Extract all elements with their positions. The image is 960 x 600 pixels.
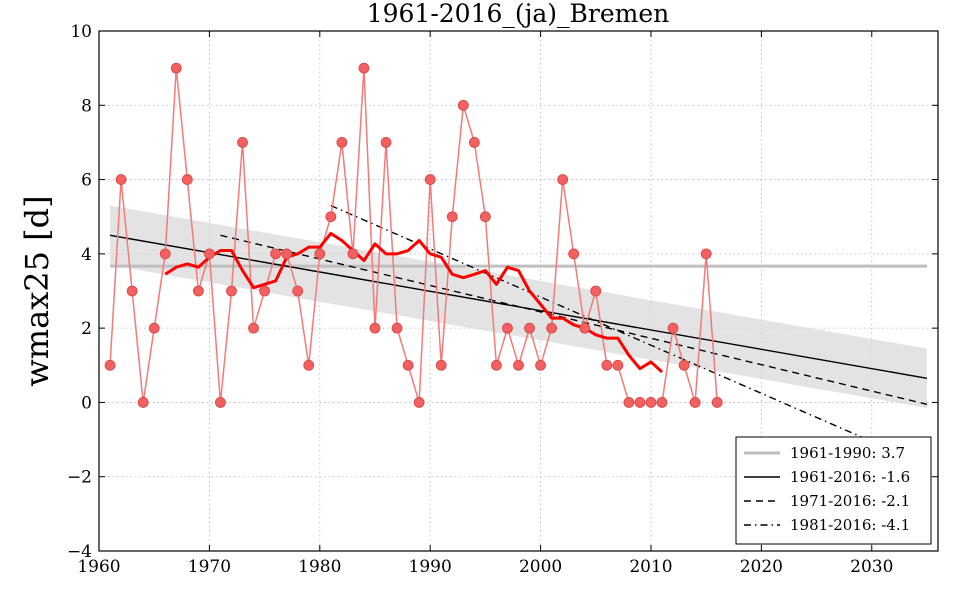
observation-point [579,322,591,334]
observation-point [413,397,425,408]
observation-point [259,285,270,297]
observation-point [402,359,414,371]
observation-point [347,248,359,260]
observation-point [170,62,182,74]
observation-point [126,285,138,297]
observation-point [479,211,491,223]
y-tick-label: 2 [81,319,92,339]
observation-point [601,359,613,371]
trend-line-dashdot [330,204,928,467]
x-tick-label: 1990 [409,557,452,577]
observation-point [358,62,370,74]
observation-point [711,397,723,408]
observation-point [226,285,237,297]
observation-point [491,359,502,371]
observation-point [435,359,447,371]
observation-point [612,359,624,371]
legend-label: 1961-1990: 3.7 [790,444,905,462]
y-tick-label: 10 [70,22,92,42]
observation-point [457,99,469,111]
y-tick-label: 0 [81,393,92,413]
legend: 1961-1990: 3.7 1961-2016: -1.6 1971-2016: … [735,436,932,545]
observation-point [380,137,392,148]
observation-point [303,359,315,371]
axes-ticks: 1960 1970 1980 1990 2000 2010 2020 2030 −4 −2 0 2 4 6… [67,22,938,577]
observation-point [391,322,403,334]
observation-point [115,174,127,185]
observation-point [215,397,226,408]
observation-point [524,322,535,334]
observation-point [590,285,602,297]
observation-point [667,322,679,334]
observation-point [634,397,646,408]
observation-point [336,137,348,148]
legend-label: 1971-2016: -2.1 [790,492,910,510]
observation-point [645,397,657,408]
observation-point [292,285,304,297]
legend-box [735,436,932,545]
x-tick-label: 1970 [188,557,231,577]
observation-point [513,359,524,371]
observation-point [502,322,513,334]
observation-point [159,248,171,260]
observation-point [468,137,480,148]
observation-point [678,359,690,371]
observation-point [557,174,569,185]
plot-area [104,62,928,467]
observation-point [689,397,701,408]
observation-point [623,397,635,408]
moving-average-line [164,231,664,374]
observation-point [270,248,282,260]
y-tick-label: −4 [67,542,92,562]
observation-point [656,397,668,408]
observation-point [325,211,337,223]
plot-frame [98,30,939,552]
observation-point [203,248,215,260]
x-tick-label: 1960 [77,557,120,577]
x-tick-label: 2010 [629,557,672,577]
legend-label: 1961-2016: -1.6 [790,468,910,486]
observation-point [104,359,116,371]
observation-point [248,322,259,334]
y-tick-label: 6 [81,171,92,191]
y-tick-label: 4 [81,245,92,265]
legend-label: 1981-2016: -4.1 [790,516,910,534]
observation-point [314,248,326,260]
observation-point [369,322,381,334]
observation-point [424,174,436,185]
chart-title: 1961-2016_(ja)_Bremen [367,0,670,28]
y-tick-label: 8 [81,96,92,116]
observation-point [700,248,712,260]
x-tick-label: 2030 [850,557,893,577]
observation-point [535,359,546,371]
x-tick-label: 2000 [519,557,562,577]
trend-line-dashed [220,234,928,405]
observation-point [137,397,149,408]
y-axis-label: wmax25 [d] [18,195,56,386]
x-tick-label: 2020 [740,557,783,577]
observation-point [281,248,293,260]
x-tick-label: 1980 [298,557,341,577]
observation-point [181,174,193,185]
observation-point [148,322,160,334]
observation-point [192,285,204,297]
observation-point [546,322,558,334]
observation-point [237,137,248,148]
y-tick-label: −2 [67,468,92,488]
observation-point [446,211,458,223]
observation-point [568,248,580,260]
